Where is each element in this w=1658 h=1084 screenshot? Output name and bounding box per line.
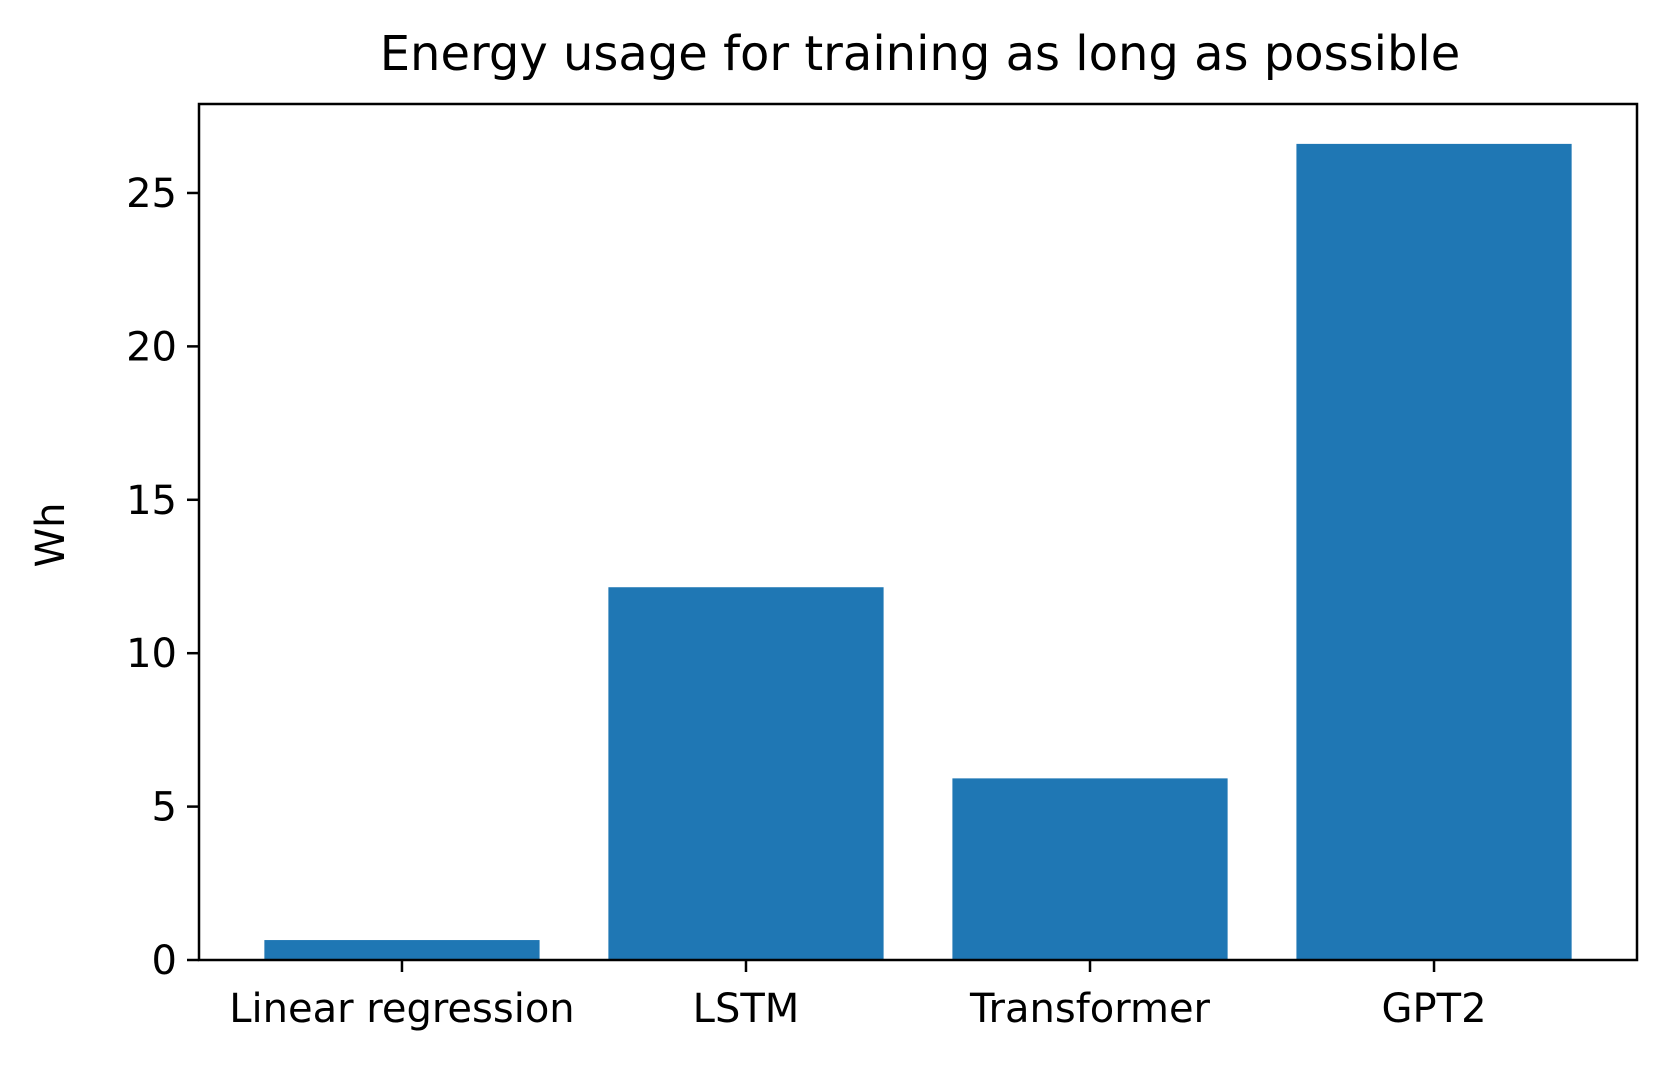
bar-linear-regression (264, 940, 540, 960)
x-tick-label: GPT2 (1382, 986, 1487, 1032)
plot-frame (197, 102, 1639, 962)
y-tick-label: 5 (152, 785, 177, 831)
x-ticks-layer: Linear regression LSTM Transformer GPT2 (229, 960, 1487, 1032)
y-tick-label: 15 (126, 478, 177, 524)
bar-lstm (608, 587, 884, 960)
bar-gpt2 (1296, 143, 1572, 960)
y-tick-label: 20 (126, 324, 177, 370)
bar-transformer (952, 778, 1228, 960)
x-tick-label: LSTM (693, 986, 800, 1032)
y-tick-label: 10 (126, 631, 177, 677)
x-tick-label: Linear regression (229, 986, 574, 1032)
y-axis-label: Wh (28, 503, 74, 568)
y-tick-label: 25 (126, 171, 177, 217)
chart-title: Energy usage for training as long as pos… (380, 26, 1461, 82)
y-ticks-layer: 0 5 10 15 20 25 (126, 171, 199, 984)
y-tick-label: 0 (152, 938, 177, 984)
x-tick-label: Transformer (969, 986, 1211, 1032)
bars-layer (264, 143, 1572, 960)
